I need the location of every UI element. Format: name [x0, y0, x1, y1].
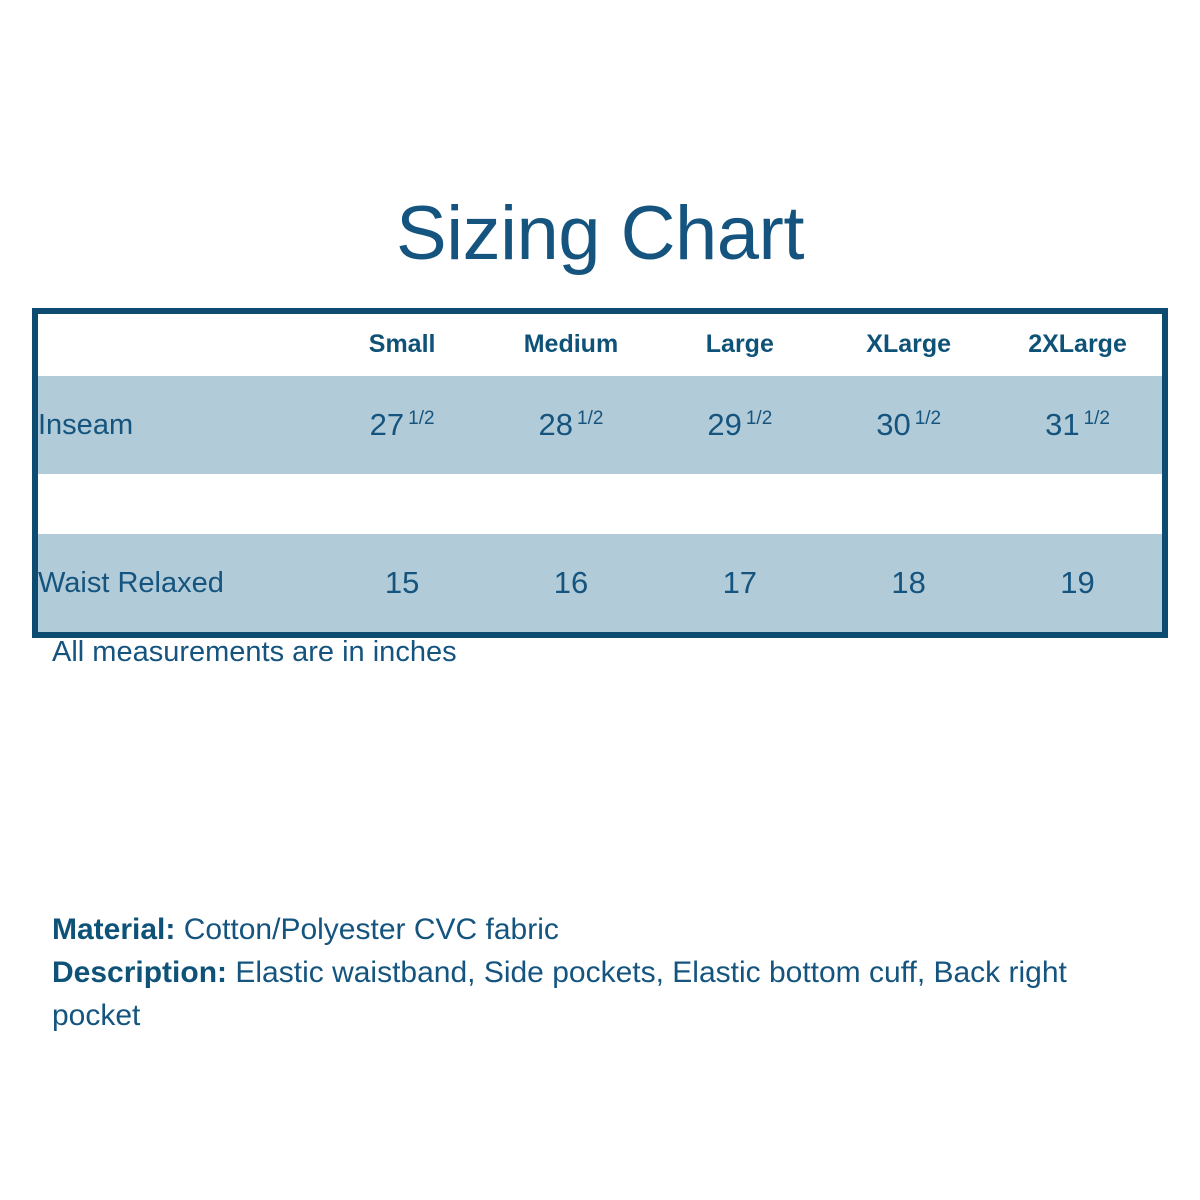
description-value: Elastic waistband, Side pockets, Elastic…: [52, 956, 1067, 1032]
table-row-waist-relaxed: Waist Relaxed 15 16 17 18 19: [38, 534, 1162, 632]
table-row-inseam: Inseam 27 1/2 28 1/2 29 1/2 30 1/2 31 1/2: [38, 376, 1162, 474]
column-header-2xlarge: 2XLarge: [1028, 329, 1127, 358]
row-label-waist-relaxed: Waist Relaxed: [38, 566, 224, 599]
cell-waist-large: 17: [722, 565, 758, 600]
measurements-note: All measurements are in inches: [52, 636, 457, 668]
cell-inseam-medium: 28 1/2: [487, 376, 656, 474]
description-label: Description:: [52, 956, 228, 989]
sizing-table: Small Medium Large XLarge 2XLarge Inseam…: [38, 314, 1162, 632]
cell-inseam-small: 27 1/2: [318, 376, 487, 474]
value-whole: 29: [707, 407, 742, 442]
material-label: Material:: [52, 913, 176, 946]
spacer-cell: [486, 474, 656, 534]
value-fraction: 1/2: [914, 408, 942, 429]
spacer-cell: [317, 474, 487, 534]
value-whole: 30: [876, 407, 911, 442]
value-whole: 27: [369, 407, 405, 442]
table-spacer-row: [38, 474, 1162, 534]
column-header-small: Small: [368, 329, 436, 358]
sizing-table-container: Small Medium Large XLarge 2XLarge Inseam…: [32, 308, 1168, 638]
cell-waist-small: 15: [384, 565, 420, 600]
cell-waist-xlarge: 18: [891, 565, 926, 600]
spacer-cell: [824, 474, 994, 534]
value-fraction: 1/2: [745, 408, 773, 429]
value-whole: 31: [1045, 407, 1080, 442]
cell-waist-medium: 16: [553, 565, 589, 600]
column-header-large: Large: [705, 329, 774, 358]
column-header-xlarge: XLarge: [866, 329, 952, 358]
spacer-cell: [993, 474, 1162, 534]
column-header-medium: Medium: [523, 329, 619, 358]
cell-inseam-large: 29 1/2: [655, 376, 824, 474]
page-title: Sizing Chart: [396, 191, 804, 276]
value-fraction: 1/2: [577, 408, 604, 429]
value-fraction: 1/2: [408, 408, 435, 429]
value-whole: 28: [538, 407, 573, 442]
spacer-cell: [38, 474, 318, 534]
product-details: Material: Cotton/Polyester CVC fabric De…: [52, 908, 1152, 1037]
cell-inseam-2xlarge: 31 1/2: [993, 376, 1162, 474]
description-line: Description: Elastic waistband, Side poc…: [52, 951, 1152, 1037]
row-label-inseam: Inseam: [38, 408, 134, 441]
material-line: Material: Cotton/Polyester CVC fabric: [52, 908, 1152, 951]
value-fraction: 1/2: [1083, 408, 1110, 429]
material-value: Cotton/Polyester CVC fabric: [183, 913, 559, 946]
spacer-cell: [655, 474, 825, 534]
column-header-measurement: [38, 314, 318, 376]
table-header-row: Small Medium Large XLarge 2XLarge: [38, 314, 1162, 376]
cell-inseam-xlarge: 30 1/2: [824, 376, 993, 474]
cell-waist-2xlarge: 19: [1060, 565, 1095, 600]
